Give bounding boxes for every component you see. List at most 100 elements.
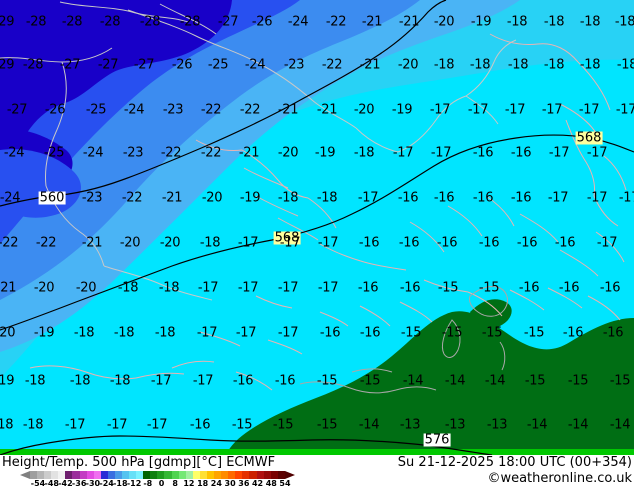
temperature-label: -17 bbox=[548, 145, 570, 161]
weather-map-canvas[interactable]: 560 568 568 576 -29 -28 -28 -28 -28 -28 -27 -26… bbox=[0, 0, 634, 455]
color-scale-tick-label: 18 bbox=[197, 479, 209, 488]
temperature-label: -20 bbox=[75, 280, 97, 296]
temperature-label: -22 bbox=[160, 145, 182, 161]
temperature-label: -21 bbox=[316, 102, 338, 118]
temperature-label: -15 bbox=[231, 417, 253, 433]
temperature-label: -16 bbox=[599, 280, 621, 296]
temperature-label: -17 bbox=[317, 235, 339, 251]
color-scale-swatch bbox=[242, 471, 250, 479]
color-scale-swatch bbox=[107, 471, 115, 479]
temperature-label: -21 bbox=[81, 235, 103, 251]
temperature-label: -24 bbox=[0, 190, 21, 206]
temperature-label: -16 bbox=[472, 145, 494, 161]
temperature-label: -17 bbox=[197, 280, 219, 296]
color-scale-tick-label: 30 bbox=[224, 479, 236, 488]
color-scale-swatch bbox=[79, 471, 87, 479]
temperature-label: -15 bbox=[481, 325, 503, 341]
temperature-label: -18 bbox=[109, 373, 131, 389]
color-scale-swatch bbox=[65, 471, 73, 479]
color-scale-swatch bbox=[100, 471, 108, 479]
color-scale-swatch bbox=[256, 471, 264, 479]
temperature-label: -28 bbox=[179, 14, 201, 30]
color-scale-swatch bbox=[157, 471, 165, 479]
temperature-label: -16 bbox=[478, 235, 500, 251]
temperature-label: -17 bbox=[196, 325, 218, 341]
temperature-label: -20 bbox=[201, 190, 223, 206]
color-scale-tick-label: 24 bbox=[210, 479, 222, 488]
contour-560 bbox=[0, 0, 447, 207]
temperature-label: -18 bbox=[316, 190, 338, 206]
temperature-label: -13 bbox=[444, 417, 466, 433]
contour-576 bbox=[0, 435, 493, 455]
temperature-label: -16 bbox=[510, 145, 532, 161]
color-scale-swatch bbox=[136, 471, 144, 479]
color-scale-swatch bbox=[192, 471, 200, 479]
temperature-label: -14 bbox=[444, 373, 466, 389]
temperature-label: -16 bbox=[516, 235, 538, 251]
color-scale-swatch bbox=[164, 471, 172, 479]
temperature-label: -16 bbox=[602, 325, 624, 341]
color-scale-swatch bbox=[58, 471, 66, 479]
temperature-label: -17 bbox=[596, 235, 618, 251]
shade-band-green bbox=[226, 311, 634, 455]
temperature-label: -17 bbox=[430, 145, 452, 161]
temperature-label: -17 bbox=[586, 190, 608, 206]
color-scale-swatch bbox=[143, 471, 151, 479]
temperature-label: -20 bbox=[119, 235, 141, 251]
temperature-label: -15 bbox=[272, 417, 294, 433]
shade-green-bump bbox=[470, 299, 512, 329]
color-scale-swatch bbox=[51, 471, 59, 479]
footer-credit[interactable]: ©weatheronline.co.uk bbox=[487, 471, 632, 486]
temperature-label: -17 bbox=[615, 102, 634, 118]
temperature-label: -16 bbox=[189, 417, 211, 433]
contour-568-main bbox=[0, 134, 634, 331]
color-scale-tick-label: 42 bbox=[251, 479, 264, 488]
footer-run-time: Su 21-12-2025 18:00 UTC (00+354) bbox=[397, 455, 632, 470]
temperature-label: -17 bbox=[279, 235, 301, 251]
temperature-label: -14 bbox=[358, 417, 380, 433]
temperature-label: -24 bbox=[82, 145, 104, 161]
temperature-label: -17 bbox=[504, 102, 526, 118]
color-scale-tick-label: 0 bbox=[158, 479, 165, 488]
map-footer: Height/Temp. 500 hPa [gdmp][°C] ECMWF Su… bbox=[0, 455, 634, 490]
color-scale-swatch bbox=[214, 471, 222, 479]
color-scale-swatch bbox=[72, 471, 80, 479]
color-scale-tick-label: -8 bbox=[143, 479, 153, 488]
temperature-label: -25 bbox=[207, 57, 229, 73]
temperature-label: -16 bbox=[274, 373, 296, 389]
color-scale-bar bbox=[30, 471, 285, 479]
temperature-label: -19 bbox=[470, 14, 492, 30]
temperature-label: -20 bbox=[277, 145, 299, 161]
temperature-label: -17 bbox=[392, 145, 414, 161]
temperature-label: -27 bbox=[217, 14, 239, 30]
temperature-label: -17 bbox=[317, 280, 339, 296]
temperature-label: -24 bbox=[287, 14, 309, 30]
temperature-label: -20 bbox=[433, 14, 455, 30]
temperature-label: -18 bbox=[616, 57, 634, 73]
temperature-label: -28 bbox=[99, 14, 121, 30]
color-scale-swatch bbox=[86, 471, 94, 479]
temperature-label: -18 bbox=[117, 280, 139, 296]
color-scale-tick-label: -24 bbox=[99, 479, 114, 488]
color-scale-swatch bbox=[185, 471, 193, 479]
contour-label-560: 560 bbox=[38, 190, 66, 206]
temperature-label: -22 bbox=[200, 102, 222, 118]
temperature-label: -23 bbox=[122, 145, 144, 161]
temperature-label: -19 bbox=[0, 373, 15, 389]
temperature-label: -20 bbox=[397, 57, 419, 73]
color-scale-swatch bbox=[30, 471, 38, 479]
temperature-label: -24 bbox=[244, 57, 266, 73]
temperature-label: -14 bbox=[526, 417, 548, 433]
temperature-label: -18 bbox=[353, 145, 375, 161]
temperature-label: -17 bbox=[237, 280, 259, 296]
color-scale-legend: -54 -48 -42 -36 -30 -24 -18 -12 -8 0 8 12 18 24 30 36 42… bbox=[20, 471, 300, 490]
temperature-label: -25 bbox=[85, 102, 107, 118]
temperature-label: -17 bbox=[146, 417, 168, 433]
temperature-label: -17 bbox=[192, 373, 214, 389]
temperature-label: -16 bbox=[397, 190, 419, 206]
temperature-label: -15 bbox=[524, 373, 546, 389]
temperature-label: -17 bbox=[578, 102, 600, 118]
temperature-label: -18 bbox=[113, 325, 135, 341]
temperature-label: -18 bbox=[506, 14, 528, 30]
color-scale-swatch bbox=[221, 471, 229, 479]
